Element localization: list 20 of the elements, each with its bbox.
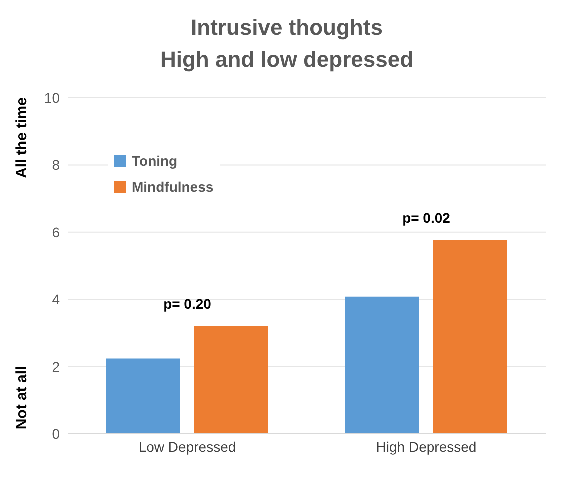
chart-subtitle: High and low depressed bbox=[159, 46, 415, 74]
y-tick-label: 8 bbox=[52, 157, 60, 174]
text: Not at all bbox=[14, 366, 30, 430]
y-tick-label: 6 bbox=[52, 224, 60, 240]
annotation: p= 0.02 bbox=[402, 210, 450, 226]
legend-label: Mindfulness bbox=[132, 178, 214, 197]
y-tick-label: 0 bbox=[52, 426, 60, 442]
text: All the time bbox=[14, 98, 30, 178]
y-tick-label: 10 bbox=[44, 90, 60, 106]
x-tick-label: High Depressed bbox=[376, 438, 477, 455]
chart-title: Intrusive thoughts bbox=[190, 14, 384, 42]
y-tick-label: 2 bbox=[52, 358, 60, 375]
bar bbox=[106, 358, 180, 434]
bar bbox=[345, 296, 420, 434]
x-tick-label: Low Depressed bbox=[138, 438, 236, 455]
y-tick-label: 4 bbox=[52, 292, 60, 308]
bar bbox=[194, 326, 268, 434]
bar bbox=[433, 240, 508, 434]
legend-label: Toning bbox=[132, 152, 178, 171]
annotation: p= 0.20 bbox=[164, 296, 212, 312]
